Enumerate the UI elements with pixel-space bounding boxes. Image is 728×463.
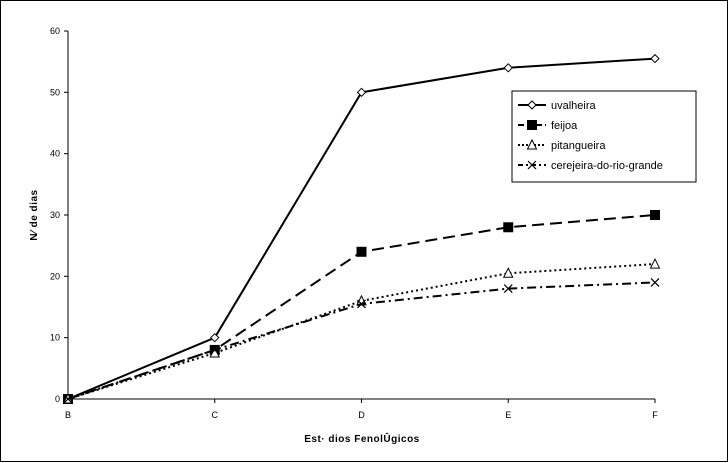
data-point <box>357 247 366 256</box>
y-tick-label: 30 <box>50 210 60 220</box>
series-line <box>68 264 655 399</box>
legend: uvalheira feijoa pitangueira cerejeira-do-r… <box>512 91 696 182</box>
x-tick-label: B <box>65 410 71 420</box>
x-tick-label: C <box>212 410 219 420</box>
y-tick-label: 60 <box>50 26 60 36</box>
x-tick-label: F <box>652 410 658 420</box>
legend-marker <box>528 121 537 130</box>
series-pitangueira <box>64 259 660 403</box>
x-tick-label: E <box>505 410 511 420</box>
y-tick-label: 20 <box>50 271 60 281</box>
data-point <box>651 259 660 268</box>
x-tick-label: D <box>358 410 365 420</box>
data-point <box>651 278 659 286</box>
series-feijoa <box>64 211 660 404</box>
y-axis-title: N⁄ de dias <box>29 189 40 240</box>
data-point <box>504 223 513 232</box>
data-point <box>651 55 659 63</box>
legend-label: feijoa <box>551 120 578 132</box>
data-point <box>651 211 660 220</box>
legend-label: uvalheira <box>551 100 597 112</box>
y-tick-label: 40 <box>50 149 60 159</box>
legend-label: pitangueira <box>551 140 606 152</box>
data-point <box>504 268 513 277</box>
legend-label: cerejeira-do-rio-grande <box>551 160 663 172</box>
data-point <box>504 64 512 72</box>
y-tick-label: 0 <box>55 394 60 404</box>
y-tick-label: 10 <box>50 333 60 343</box>
y-tick-label: 50 <box>50 87 60 97</box>
x-axis-title: Est· dios FenolÛgicos <box>304 432 420 445</box>
series-line <box>68 215 655 399</box>
